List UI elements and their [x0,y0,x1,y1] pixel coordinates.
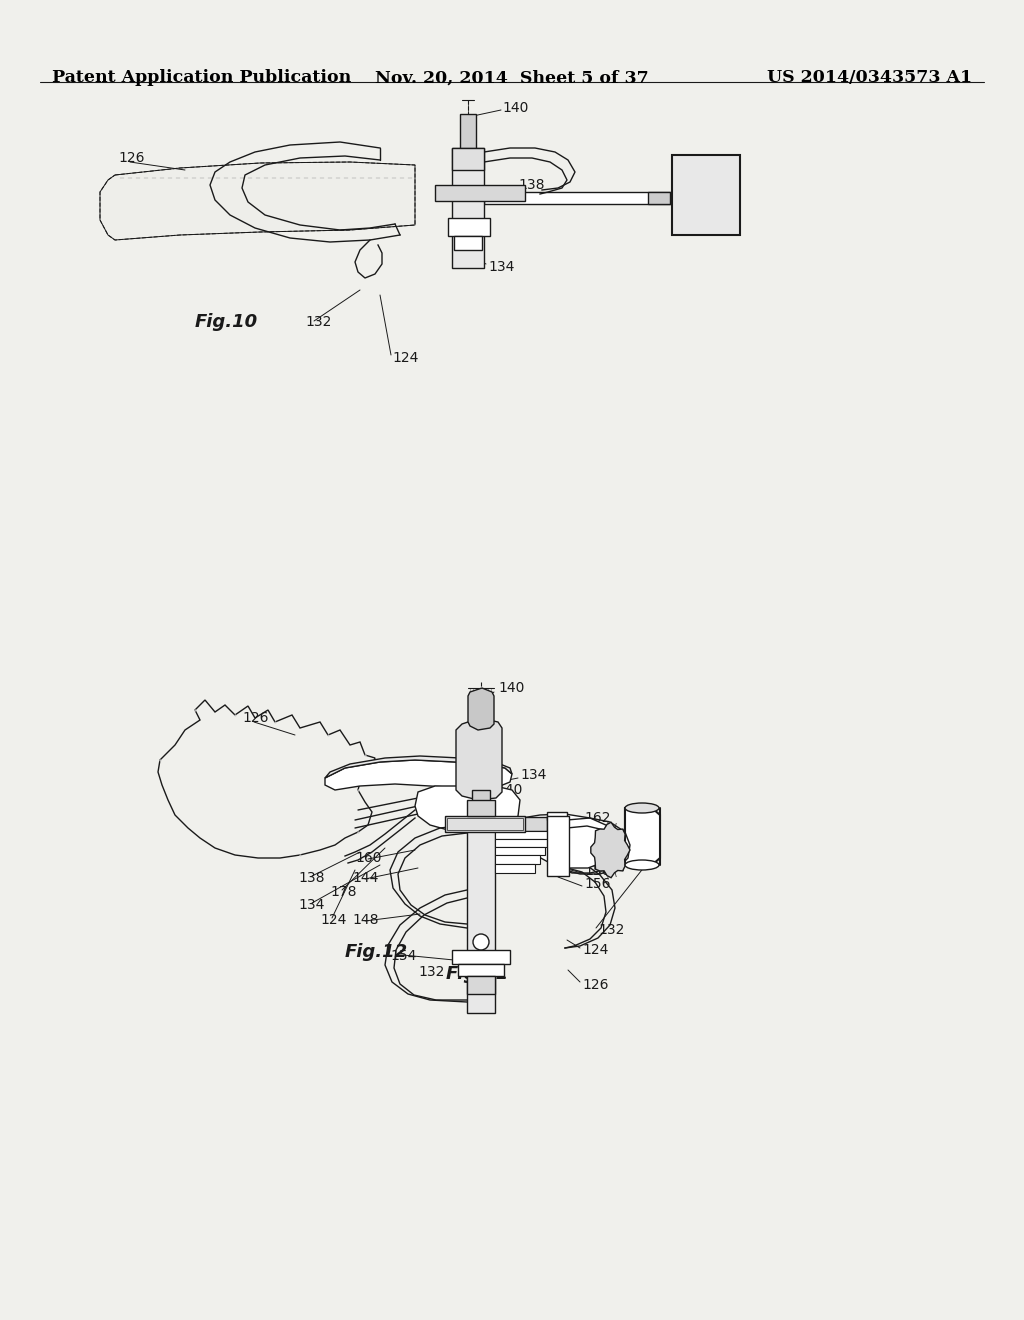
Polygon shape [415,785,520,832]
Bar [495,832,550,840]
Text: 132: 132 [598,923,625,937]
Bar [495,855,540,865]
Bar [435,185,525,201]
Bar [449,218,490,236]
Text: 124: 124 [392,351,419,366]
Text: 150: 150 [584,865,610,878]
Bar [445,816,525,832]
Bar [672,154,740,235]
Text: 156: 156 [584,876,610,891]
Bar [547,812,567,820]
Bar [484,191,684,205]
Text: US 2014/0343573 A1: US 2014/0343573 A1 [767,70,972,86]
Text: 140: 140 [496,783,522,797]
Polygon shape [468,688,494,730]
Bar [648,191,670,205]
Text: 134: 134 [520,768,547,781]
Polygon shape [591,822,630,878]
Polygon shape [158,700,375,858]
Polygon shape [625,808,660,865]
Text: 132: 132 [305,315,332,329]
Text: 126: 126 [118,150,144,165]
Text: 178: 178 [330,884,356,899]
Polygon shape [100,162,415,240]
Text: 124: 124 [582,942,608,957]
Bar [547,816,569,876]
Text: Patent Application Publication: Patent Application Publication [52,70,351,86]
Polygon shape [325,760,512,789]
Text: Fig.11: Fig.11 [446,965,509,983]
Text: Nov. 20, 2014  Sheet 5 of 37: Nov. 20, 2014 Sheet 5 of 37 [375,70,649,86]
Text: 138: 138 [298,871,325,884]
Text: Fig.10: Fig.10 [195,313,258,331]
Text: 132: 132 [418,965,444,979]
Polygon shape [490,814,616,869]
Text: 154: 154 [390,949,417,964]
Text: 144: 144 [352,871,379,884]
Text: Fig.12: Fig.12 [345,942,409,961]
Text: 140: 140 [498,681,524,696]
Bar [467,800,495,816]
Bar [452,148,484,268]
Ellipse shape [473,935,489,950]
Text: 140: 140 [502,102,528,115]
Bar [447,818,523,830]
Text: 162: 162 [584,810,610,825]
Bar [495,840,550,847]
Bar [467,975,495,994]
Bar [452,148,484,170]
Bar [672,154,740,235]
Polygon shape [456,718,502,800]
Bar [467,818,495,1012]
Bar [452,950,510,964]
Text: 138: 138 [518,178,545,191]
Bar [458,964,504,975]
Text: 178: 178 [584,825,610,840]
Ellipse shape [625,803,659,813]
Text: 134: 134 [584,838,610,851]
Bar [495,847,545,855]
Text: 126: 126 [242,711,268,725]
Text: 160: 160 [355,851,382,865]
Bar [495,817,547,832]
Bar [472,789,490,818]
Text: 134: 134 [488,260,514,275]
Ellipse shape [625,861,659,870]
Polygon shape [325,756,512,777]
Text: 124: 124 [319,913,346,927]
Text: 126: 126 [582,978,608,993]
Text: 146: 146 [584,851,610,865]
Text: 148: 148 [352,913,379,927]
Bar [460,114,476,148]
Text: 138: 138 [557,820,584,834]
Bar [495,865,535,873]
Text: 134: 134 [298,898,325,912]
Bar [454,236,482,249]
